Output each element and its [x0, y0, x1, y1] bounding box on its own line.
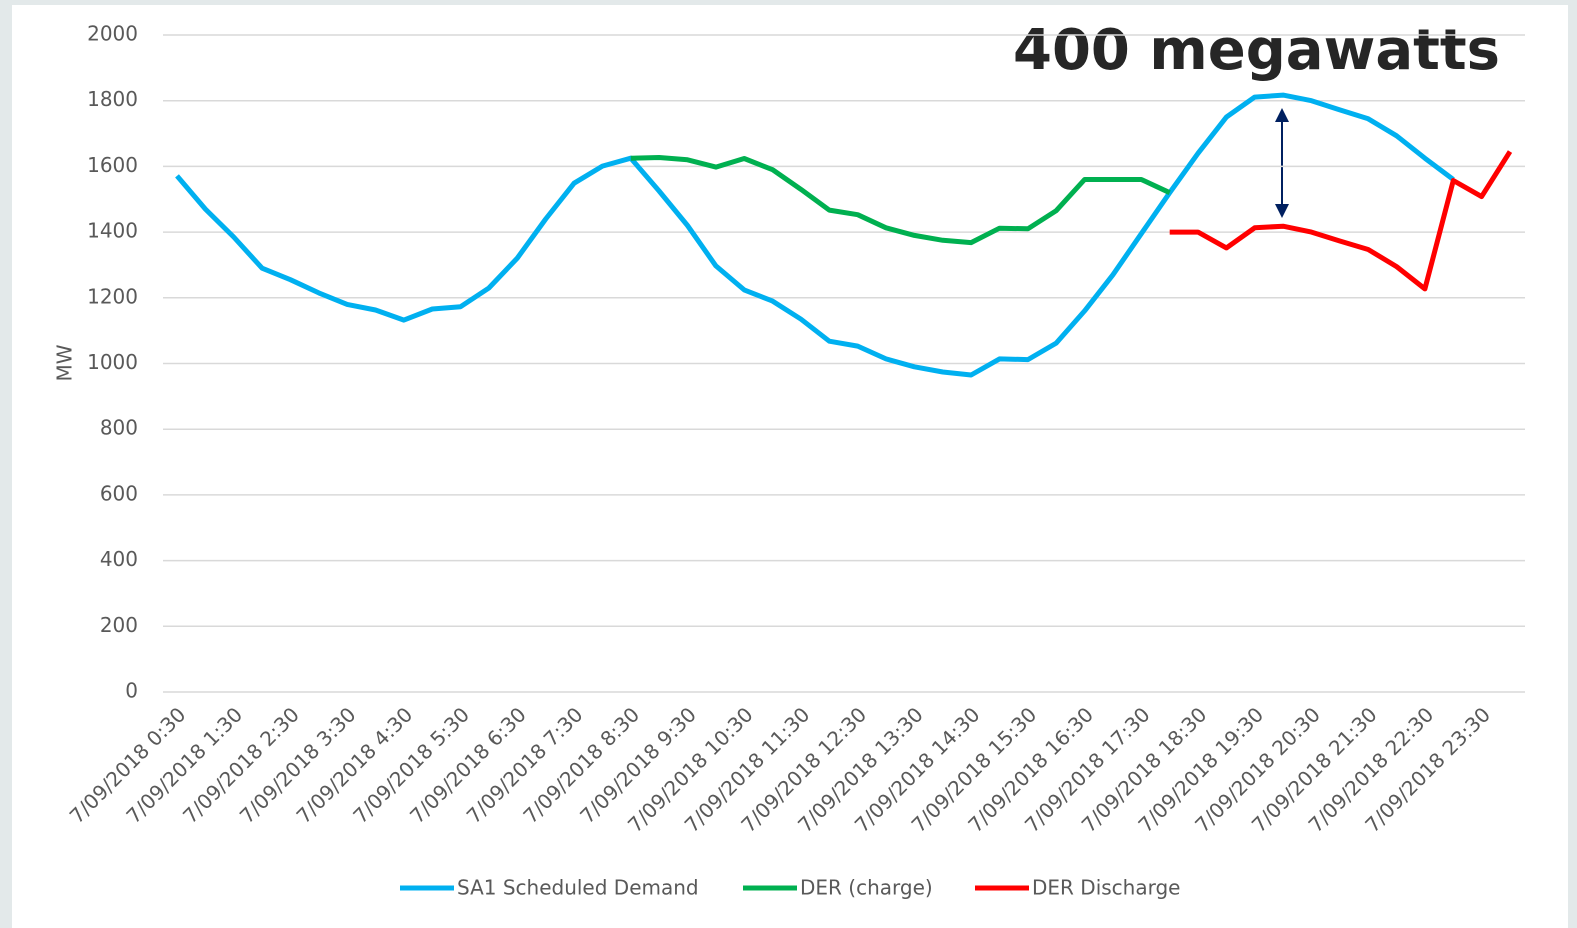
y-tick-label: 400: [100, 547, 138, 571]
legend-label: DER (charge): [800, 876, 933, 900]
y-tick-label: 600: [100, 481, 138, 505]
legend-label: SA1 Scheduled Demand: [457, 876, 699, 900]
legend-label: DER Discharge: [1032, 876, 1180, 900]
chart-panel: [12, 5, 1568, 928]
y-tick-label: 1800: [87, 87, 138, 111]
y-tick-label: 1600: [87, 153, 138, 177]
y-tick-label: 1200: [87, 284, 138, 308]
y-tick-label: 200: [100, 613, 138, 637]
series-line: [630, 155, 1171, 246]
y-tick-label: 800: [100, 416, 138, 440]
arrow: [1275, 108, 1289, 218]
annotation: 400 megawatts: [1013, 18, 1500, 83]
series-line: [1169, 150, 1513, 292]
y-axis-label: MW: [53, 344, 77, 381]
y-tick-label: 1000: [87, 350, 138, 374]
y-tick-label: 2000: [87, 22, 138, 46]
series-line: [175, 92, 1455, 378]
y-tick-label: 0: [125, 679, 138, 703]
y-tick-label: 1400: [87, 219, 138, 243]
